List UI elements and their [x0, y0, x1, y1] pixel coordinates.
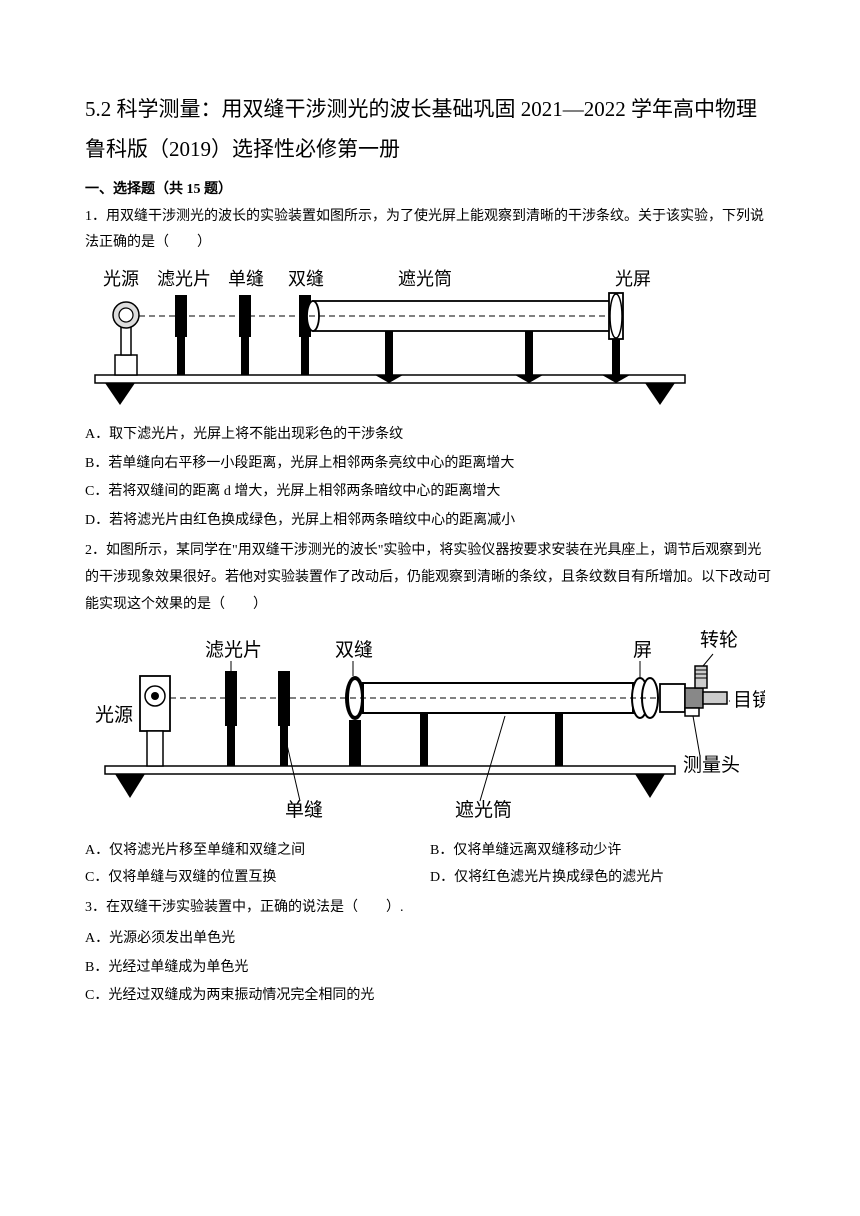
q2-options-row2: C．仅将单缝与双缝的位置互换 D．仅将红色滤光片换成绿色的滤光片	[85, 865, 775, 892]
svg-text:屏: 屏	[633, 640, 652, 661]
q2-option-d: D．仅将红色滤光片换成绿色的滤光片	[430, 865, 775, 892]
q1-option-d: D．若将滤光片由红色换成绿色，光屏上相邻两条暗纹中心的距离减小	[85, 508, 775, 535]
svg-text:光源: 光源	[103, 269, 139, 289]
section-header: 一、选择题（共 15 题）	[85, 178, 775, 198]
svg-text:测量头: 测量头	[683, 754, 740, 776]
svg-text:双缝: 双缝	[335, 639, 373, 661]
svg-text:单缝: 单缝	[285, 799, 323, 821]
q3-text: 3．在双缝干涉实验装置中，正确的说法是（ ）.	[85, 895, 775, 922]
q2-options-row1: A．仅将滤光片移至单缝和双缝之间 B．仅将单缝远离双缝移动少许	[85, 838, 775, 865]
svg-text:滤光片: 滤光片	[205, 639, 262, 661]
document-title: 5.2 科学测量：用双缝干涉测光的波长基础巩固 2021—2022 学年高中物理…	[85, 90, 775, 170]
q3-option-a: A．光源必须发出单色光	[85, 926, 775, 953]
diagram-1: 光源 滤光片 单缝 双缝 遮光筒 光屏	[85, 265, 775, 410]
svg-text:遮光筒: 遮光筒	[455, 799, 512, 821]
q2-option-c: C．仅将单缝与双缝的位置互换	[85, 865, 430, 892]
svg-text:遮光筒: 遮光筒	[398, 269, 452, 289]
q2-text: 2．如图所示，某同学在"用双缝干涉测光的波长"实验中，将实验仪器按要求安装在光具…	[85, 538, 775, 618]
q1-option-c: C．若将双缝间的距离 d 增大，光屏上相邻两条暗纹中心的距离增大	[85, 479, 775, 506]
svg-text:滤光片: 滤光片	[157, 269, 211, 289]
q3-option-b: B．光经过单缝成为单色光	[85, 955, 775, 982]
q2-option-b: B．仅将单缝远离双缝移动少许	[430, 838, 775, 865]
q2-option-a: A．仅将滤光片移至单缝和双缝之间	[85, 838, 430, 865]
q1-option-b: B．若单缝向右平移一小段距离，光屏上相邻两条亮纹中心的距离增大	[85, 451, 775, 478]
diagram-2: 光源 滤光片 双缝 单缝 遮光筒 屏 转轮 目镜 测量头	[85, 626, 775, 826]
svg-text:单缝: 单缝	[228, 269, 264, 289]
q1-text: 1．用双缝干涉测光的波长的实验装置如图所示，为了使光屏上能观察到清晰的干涉条纹。…	[85, 204, 775, 257]
svg-text:转轮: 转轮	[700, 629, 738, 651]
svg-text:光源: 光源	[95, 704, 133, 726]
svg-text:光屏: 光屏	[615, 269, 651, 289]
svg-text:目镜: 目镜	[733, 689, 765, 711]
svg-text:双缝: 双缝	[288, 269, 324, 289]
q3-option-c: C．光经过双缝成为两束振动情况完全相同的光	[85, 983, 775, 1010]
q1-option-a: A．取下滤光片，光屏上将不能出现彩色的干涉条纹	[85, 422, 775, 449]
